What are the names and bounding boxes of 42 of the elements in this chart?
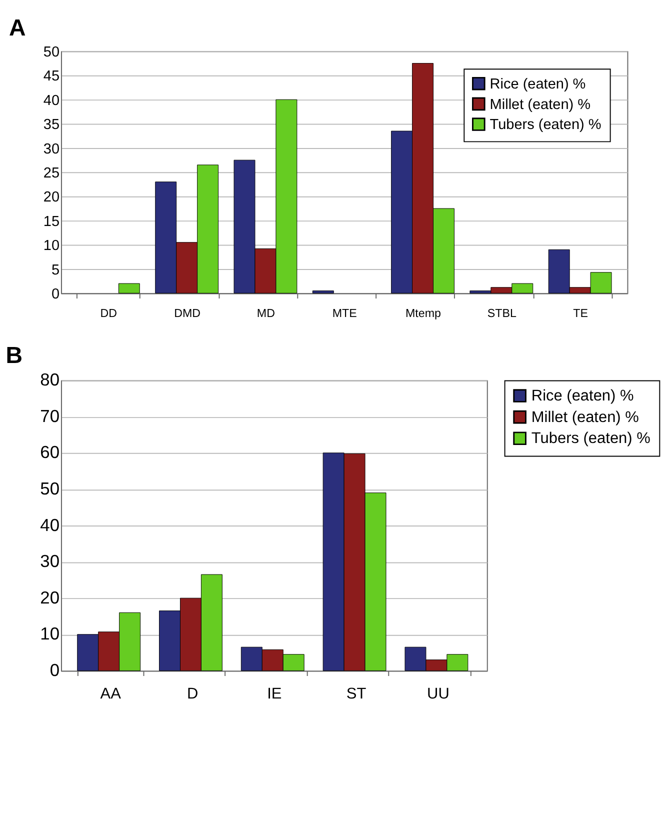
chart-title: A [9,14,26,41]
x-tick-label: IE [267,685,282,702]
y-tick-label: 0 [51,286,60,302]
y-tick-label: 50 [43,44,60,61]
legend-label: Tubers (eaten) % [490,117,602,134]
x-tick-label: AA [100,685,122,702]
x-tick-label: TE [573,306,588,320]
y-tick-label: 45 [43,68,60,85]
legend-label: Rice (eaten) % [490,76,586,92]
legend-label: Rice (eaten) % [531,388,634,405]
y-tick-label: 60 [40,442,60,462]
y-tick-label: 70 [40,406,60,426]
y-tick-label: 10 [43,238,60,254]
legend-label: Tubers (eaten) % [531,430,651,448]
y-tick-label: 20 [43,190,60,206]
x-tick-label: MD [256,306,275,320]
chart-title: B [6,342,23,368]
y-tick-label: 80 [40,370,60,390]
x-tick-label: UU [427,685,450,702]
y-tick-label: 35 [43,117,60,134]
y-tick-label: 40 [40,514,60,535]
bar [312,290,334,294]
x-tick-label: ST [346,685,367,702]
legend-label: Millet (eaten) % [531,408,640,426]
legend-label: Millet (eaten) % [490,96,591,113]
y-tick-label: 40 [43,92,60,109]
y-tick-label: 20 [40,587,60,608]
x-tick-label: DMD [174,306,201,320]
y-tick-label: 10 [40,624,60,644]
x-tick-label: Mtemp [406,306,441,320]
x-tick-label: D [186,685,198,702]
x-tick-label: MTE [332,306,358,320]
bar [118,283,140,294]
y-tick-label: 50 [40,478,60,499]
y-tick-label: 15 [43,214,60,230]
y-tick-label: 25 [43,166,60,182]
y-tick-label: 0 [50,660,60,680]
y-tick-label: 30 [40,551,60,572]
x-tick-label: STBL [487,306,517,320]
x-tick-label: DD [100,306,118,320]
y-tick-label: 5 [51,262,60,278]
y-tick-label: 30 [43,141,60,158]
